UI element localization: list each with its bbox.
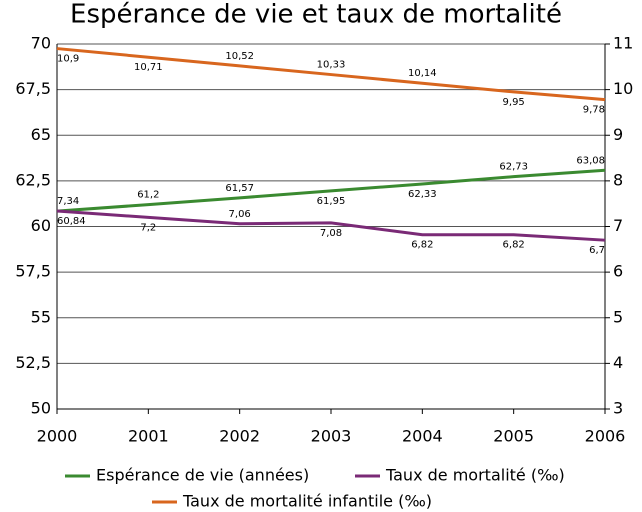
value-label: 61,95 <box>317 196 346 207</box>
y-tick-label: 60 <box>31 216 51 235</box>
value-label: 7,34 <box>57 196 79 207</box>
value-label: 63,08 <box>576 155 605 166</box>
y-tick-label: 50 <box>31 399 51 418</box>
x-tick-label: 2005 <box>493 427 534 446</box>
value-label: 61,57 <box>225 183 254 194</box>
x-tick-label: 2000 <box>37 427 78 446</box>
y2-tick-label: 7 <box>613 216 623 235</box>
value-label: 10,52 <box>225 51 254 62</box>
y-tick-label: 57,5 <box>15 262 51 281</box>
value-label: 10,14 <box>408 68 437 79</box>
value-label: 60,84 <box>57 216 86 227</box>
y-tick-label: 65 <box>31 125 51 144</box>
y-tick-label: 67,5 <box>15 79 51 98</box>
value-label: 6,7 <box>589 245 605 256</box>
legend-label: Espérance de vie (années) <box>96 466 309 485</box>
series-line <box>56 209 606 242</box>
value-label: 7,06 <box>229 209 251 220</box>
legend-label: Taux de mortalité (‰) <box>385 466 565 485</box>
value-label: 10,9 <box>57 54 79 65</box>
y2-tick-label: 6 <box>613 262 623 281</box>
value-label: 9,78 <box>583 105 605 116</box>
y2-tick-label: 4 <box>613 353 623 372</box>
y-tick-label: 70 <box>31 34 51 53</box>
series-line <box>56 168 606 213</box>
x-tick-label: 2001 <box>128 427 169 446</box>
value-label: 6,82 <box>503 240 525 251</box>
value-label: 10,33 <box>317 60 346 71</box>
y-tick-label: 62,5 <box>15 170 51 189</box>
value-label: 61,2 <box>137 190 159 201</box>
y2-tick-label: 5 <box>613 307 623 326</box>
value-label: 9,95 <box>503 97 525 108</box>
x-tick-label: 2002 <box>219 427 260 446</box>
y-tick-label: 52,5 <box>15 353 51 372</box>
y2-tick-label: 3 <box>613 399 623 418</box>
x-tick-label: 2004 <box>402 427 443 446</box>
chart-title: Espérance de vie et taux de mortalité <box>70 0 562 30</box>
value-label: 6,82 <box>411 240 433 251</box>
x-tick-label: 2006 <box>585 427 626 446</box>
y2-tick-label: 9 <box>613 125 623 144</box>
value-label: 62,33 <box>408 189 437 200</box>
x-tick-label: 2003 <box>311 427 352 446</box>
y2-tick-label: 11 <box>613 34 633 53</box>
value-label: 62,73 <box>499 162 528 173</box>
value-label: 7,2 <box>140 222 156 233</box>
value-label: 7,08 <box>320 228 342 239</box>
value-label: 10,71 <box>134 62 163 73</box>
series-line <box>56 47 606 102</box>
y2-tick-label: 8 <box>613 170 623 189</box>
legend-label: Taux de mortalité infantile (‰) <box>182 492 432 511</box>
y2-tick-label: 10 <box>613 79 633 98</box>
y-tick-label: 55 <box>31 307 51 326</box>
